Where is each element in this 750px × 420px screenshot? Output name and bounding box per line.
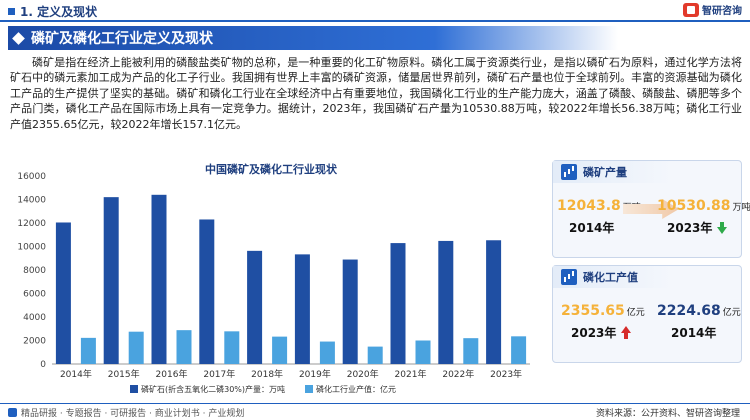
industry-value-bar — [415, 340, 431, 364]
output-left-year: 2023年 — [571, 326, 617, 340]
footer-links: 精品研报 · 专题报告 · 可研报告 · 商业计划书 · 产业规划 — [8, 406, 244, 419]
card-header: 磷化工产值 — [553, 266, 671, 288]
ore-right-number: 10530.88 — [657, 198, 731, 214]
industry-value-bar — [511, 336, 527, 364]
bar-chart-icon — [561, 269, 577, 285]
chart-title: 中国磷矿及磷化工行业现状 — [205, 163, 337, 176]
y-tick-label: 14000 — [17, 196, 46, 206]
output-left-value: 2355.65 亿元 — [561, 303, 645, 319]
ore-output-bar — [342, 259, 358, 364]
footer-divider — [0, 403, 750, 404]
industry-value-bar — [128, 331, 144, 364]
industry-value-bar — [463, 338, 479, 364]
x-tick-label: 2014年 — [60, 368, 92, 380]
footer-left-text: 精品研报 · 专题报告 · 可研报告 · 商业计划书 · 产业规划 — [21, 409, 245, 419]
ore-output-bar — [438, 240, 454, 364]
page-banner: 磷矿及磷化工行业定义及现状 — [8, 26, 618, 50]
intro-paragraph: 磷矿是指在经济上能被利用的磷酸盐类矿物的总称，是一种重要的化工矿物原料。磷化工属… — [10, 56, 742, 131]
ore-right-value: 10530.88 万吨 — [657, 198, 750, 214]
ore-output-bar — [151, 194, 167, 364]
report-icon — [8, 408, 17, 417]
ore-output-card: 磷矿产量 12043.8 万吨 10530.88万吨 2014年 2023年 — [552, 160, 750, 258]
ore-output-bar — [390, 243, 406, 364]
y-tick-label: 0 — [40, 360, 46, 370]
section-header: 1. 定义及现状 — [8, 3, 97, 19]
y-tick-label: 2000 — [23, 337, 46, 347]
arrow-right-icon — [623, 199, 679, 219]
header-divider — [0, 20, 750, 22]
ore-right-unit: 万吨 — [732, 203, 750, 213]
x-tick-label: 2019年 — [299, 368, 331, 380]
output-right-number: 2224.68 — [657, 303, 721, 319]
x-tick-label: 2016年 — [156, 368, 188, 380]
y-tick-label: 10000 — [17, 243, 46, 253]
section-square-icon — [8, 7, 15, 15]
x-tick-label: 2017年 — [203, 368, 235, 380]
brand-name: 智研咨询 — [702, 6, 742, 17]
brand-logo: 智研咨询 — [683, 2, 742, 17]
output-left-unit: 亿元 — [626, 308, 645, 318]
section-title: 1. 定义及现状 — [20, 4, 98, 19]
legend-label: 磷矿石(折含五氧化二磷30%)产量：万吨 — [141, 384, 285, 394]
trend-up-icon — [621, 326, 631, 339]
card-header: 磷矿产量 — [553, 161, 671, 183]
output-right-year: 2014年 — [671, 326, 717, 340]
ore-left-number: 12043.8 — [557, 198, 621, 214]
industry-value-bar — [367, 346, 383, 364]
ore-right-year: 2023年 — [667, 221, 713, 235]
trend-down-icon — [717, 222, 727, 234]
ore-output-bar — [103, 197, 119, 364]
ore-output-bar — [55, 222, 71, 364]
source-note: 资料来源：公开资料、智研咨询整理 — [595, 409, 740, 419]
y-tick-label: 8000 — [23, 266, 46, 276]
y-tick-label: 4000 — [23, 313, 46, 323]
industry-value-bar — [319, 341, 335, 364]
x-tick-label: 2018年 — [251, 368, 283, 380]
page-title: 磷矿及磷化工行业定义及现状 — [31, 31, 213, 47]
industry-value-card: 磷化工产值 2355.65 亿元 2224.68 亿元 2023年 2014年 — [552, 265, 742, 363]
y-tick-label: 6000 — [23, 290, 46, 300]
x-tick-label: 2020年 — [347, 368, 379, 380]
industry-value-bar — [224, 331, 240, 364]
ore-output-bar — [486, 240, 502, 364]
x-tick-label: 2022年 — [442, 368, 474, 380]
brand-icon — [683, 2, 699, 17]
ore-output-bar — [247, 250, 263, 364]
ore-output-bar — [199, 219, 215, 364]
output-left-number: 2355.65 — [561, 303, 625, 319]
industry-value-bar — [176, 330, 192, 364]
legend-label: 磷化工行业产值：亿元 — [316, 384, 396, 394]
diamond-icon — [12, 31, 25, 45]
x-tick-label: 2023年 — [490, 368, 522, 380]
y-tick-label: 12000 — [17, 219, 46, 229]
ore-output-bar — [294, 254, 310, 364]
bar-chart: 0 2000 4000 6000 8000 10000 12000 14000 16000 201… — [17, 172, 530, 394]
y-tick-label: 16000 — [17, 172, 46, 182]
industry-value-bar — [272, 336, 288, 364]
ore-left-year: 2014年 — [569, 221, 615, 235]
x-tick-label: 2021年 — [395, 368, 427, 380]
industry-value-bar — [80, 337, 96, 364]
card-title: 磷化工产值 — [583, 271, 638, 284]
card-title: 磷矿产量 — [583, 166, 627, 179]
x-tick-label: 2015年 — [108, 368, 140, 380]
output-right-unit: 亿元 — [722, 308, 741, 318]
output-right-value: 2224.68 亿元 — [657, 303, 741, 319]
legend-swatch — [130, 385, 138, 393]
legend-swatch — [305, 385, 313, 393]
bar-chart-icon — [561, 164, 577, 180]
